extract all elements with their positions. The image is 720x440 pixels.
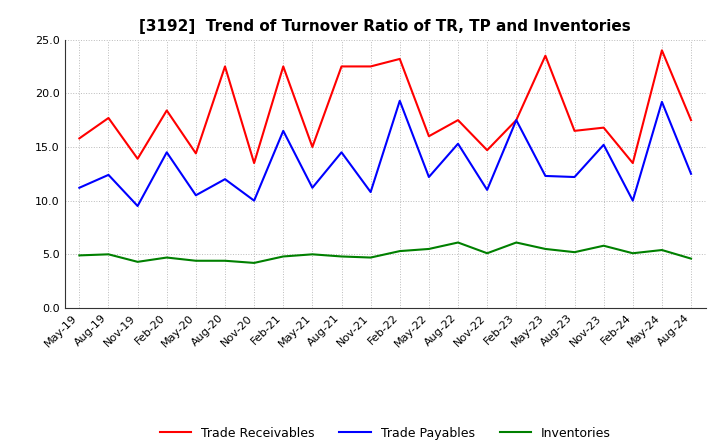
Inventories: [541, 246, 550, 252]
Inventories: [657, 247, 666, 253]
Inventories: [250, 260, 258, 266]
Trade Receivables: [163, 108, 171, 113]
Trade Receivables: [75, 136, 84, 141]
Trade Payables: [133, 203, 142, 209]
Trade Receivables: [337, 64, 346, 69]
Trade Receivables: [279, 64, 287, 69]
Trade Payables: [395, 98, 404, 103]
Trade Payables: [220, 176, 229, 182]
Inventories: [570, 249, 579, 255]
Trade Payables: [454, 141, 462, 147]
Trade Receivables: [687, 117, 696, 123]
Trade Receivables: [395, 56, 404, 62]
Trade Receivables: [308, 144, 317, 150]
Trade Payables: [687, 171, 696, 176]
Trade Receivables: [454, 117, 462, 123]
Trade Payables: [657, 99, 666, 105]
Inventories: [425, 246, 433, 252]
Inventories: [220, 258, 229, 264]
Line: Trade Payables: Trade Payables: [79, 101, 691, 206]
Inventories: [192, 258, 200, 264]
Trade Receivables: [220, 64, 229, 69]
Trade Receivables: [541, 53, 550, 59]
Inventories: [163, 255, 171, 260]
Inventories: [629, 251, 637, 256]
Trade Payables: [599, 142, 608, 147]
Trade Receivables: [366, 64, 375, 69]
Inventories: [512, 240, 521, 245]
Trade Receivables: [512, 117, 521, 123]
Legend: Trade Receivables, Trade Payables, Inventories: Trade Receivables, Trade Payables, Inven…: [160, 427, 611, 440]
Trade Payables: [104, 172, 113, 177]
Trade Receivables: [570, 128, 579, 133]
Inventories: [133, 259, 142, 264]
Trade Payables: [425, 174, 433, 180]
Trade Payables: [163, 150, 171, 155]
Inventories: [104, 252, 113, 257]
Trade Payables: [308, 185, 317, 191]
Inventories: [599, 243, 608, 248]
Trade Receivables: [104, 115, 113, 121]
Trade Payables: [512, 117, 521, 123]
Inventories: [75, 253, 84, 258]
Inventories: [337, 254, 346, 259]
Inventories: [308, 252, 317, 257]
Trade Payables: [279, 128, 287, 133]
Trade Payables: [250, 198, 258, 203]
Trade Payables: [483, 187, 492, 193]
Inventories: [279, 254, 287, 259]
Trade Payables: [75, 185, 84, 191]
Inventories: [395, 249, 404, 254]
Trade Receivables: [425, 134, 433, 139]
Trade Payables: [337, 150, 346, 155]
Trade Receivables: [250, 161, 258, 166]
Inventories: [483, 251, 492, 256]
Trade Receivables: [192, 151, 200, 156]
Trade Receivables: [629, 161, 637, 166]
Trade Receivables: [599, 125, 608, 130]
Inventories: [366, 255, 375, 260]
Trade Payables: [541, 173, 550, 179]
Trade Receivables: [133, 156, 142, 161]
Title: [3192]  Trend of Turnover Ratio of TR, TP and Inventories: [3192] Trend of Turnover Ratio of TR, TP…: [140, 19, 631, 34]
Trade Payables: [192, 193, 200, 198]
Line: Inventories: Inventories: [79, 242, 691, 263]
Trade Payables: [366, 189, 375, 194]
Inventories: [454, 240, 462, 245]
Trade Payables: [570, 174, 579, 180]
Inventories: [687, 256, 696, 261]
Line: Trade Receivables: Trade Receivables: [79, 50, 691, 163]
Trade Receivables: [657, 48, 666, 53]
Trade Payables: [629, 198, 637, 203]
Trade Receivables: [483, 147, 492, 153]
